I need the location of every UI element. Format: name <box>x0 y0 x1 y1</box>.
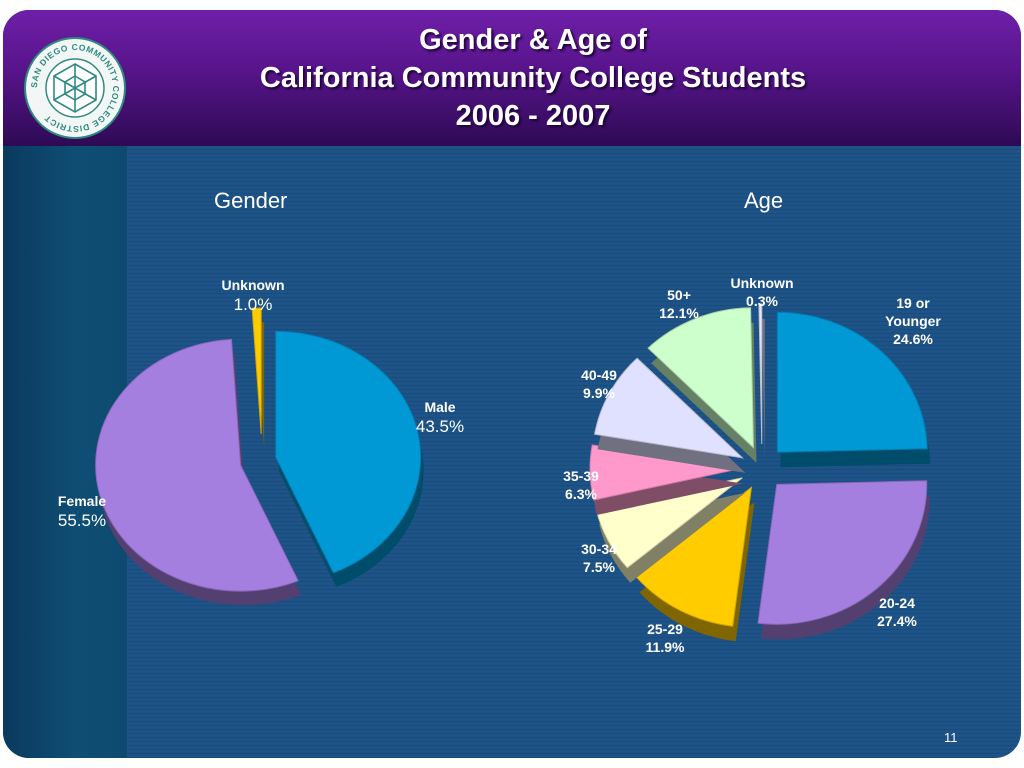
age-slice-20-24 <box>757 480 930 640</box>
age-label-19-or-younger: 19 or Younger 24.6% <box>885 295 941 348</box>
gender-chart-title: Gender <box>214 188 288 213</box>
district-logo: SAN DIEGO COMMUNITY COLLEGE DISTRICT <box>24 37 126 139</box>
age-label-20-24: 20-24 27.4% <box>877 595 917 630</box>
age-slice-40-49 <box>594 357 746 473</box>
age-label-40-49: 40-49 9.9% <box>581 367 617 402</box>
age-slice-unknown <box>758 303 765 460</box>
age-label-unknown: Unknown 0.3% <box>730 275 794 310</box>
slide-title-line-2: California Community College Students <box>259 62 807 94</box>
age-label-35-39: 35-39 6.3% <box>563 468 599 503</box>
gender-slice-female <box>95 338 302 606</box>
gender-label-female: Female 55.5% <box>57 493 107 531</box>
age-label-50-plus: 50+ 12.1% <box>659 287 699 322</box>
age-label-25-29: 25-29 11.9% <box>645 621 685 656</box>
page-number: 11 <box>944 730 958 745</box>
age-chart-title: Age <box>744 188 784 213</box>
header-band <box>3 10 1021 146</box>
gender-label-unknown: Unknown 1.0% <box>221 277 285 315</box>
gender-slice-unknown <box>251 307 265 449</box>
gender-label-male: Male 43.5% <box>415 399 465 437</box>
age-slice-25-29 <box>635 486 755 642</box>
gender-slice-male <box>275 330 424 587</box>
snowflake-icon <box>53 63 97 113</box>
age-slice-19-or-younger <box>776 311 931 468</box>
slide-title-line-1: Gender & Age of <box>419 24 647 56</box>
age-slice-35-39 <box>589 444 744 515</box>
age-slice-50- <box>647 307 757 463</box>
age-label-30-34: 30-34 7.5% <box>581 541 617 576</box>
slide-title-line-3: 2006 - 2007 <box>455 100 611 132</box>
